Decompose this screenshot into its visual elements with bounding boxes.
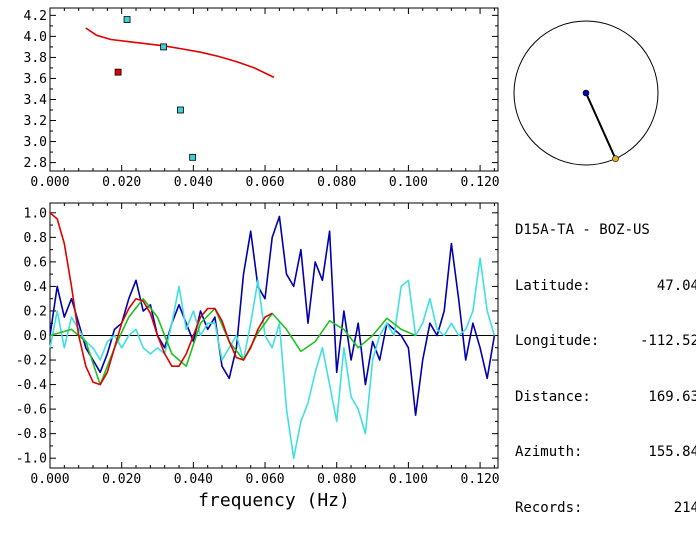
x-tick-label: 0.060 [245, 472, 284, 487]
x-tick-label: 0.100 [389, 175, 428, 190]
y-tick-label: -0.6 [16, 403, 47, 418]
y-tick-label: 0.2 [24, 304, 47, 319]
correlation-panel: 0.000 0.020 0.040 0.060 0.080 0.100 0.120 -1.0 -… [16, 202, 500, 511]
series-line-1 [49, 257, 496, 460]
longitude-label: Longitude: [515, 333, 600, 349]
x-tick-label: 0.120 [461, 472, 500, 487]
y-tick-label: -1.0 [16, 452, 47, 467]
x-tick-label: 0.120 [461, 175, 500, 190]
x-tick-label: 0.080 [317, 175, 356, 190]
map-circle [513, 20, 659, 166]
x-tick-label: 0.080 [317, 472, 356, 487]
y-tick-label: 3.8 [24, 51, 47, 66]
y-tick-label: -0.2 [16, 354, 47, 369]
y-tick-label: 0.0 [24, 329, 47, 344]
figure: 0.000 0.020 0.040 0.060 0.080 0.100 0.120 2.8 3.… [16, 7, 659, 511]
distance-label: Distance: [515, 388, 591, 405]
x-tick-label: 0.100 [389, 472, 428, 487]
station-title: D15A-TA - BOZ-US [515, 222, 650, 238]
data-point [123, 16, 131, 23]
y-tick-label: -0.8 [16, 427, 47, 442]
x-axis-label: frequency (Hz) [198, 490, 350, 511]
x-tick-label: 0.000 [30, 472, 69, 487]
latitude-value: 47.04 [656, 277, 696, 294]
y-tick-label: 3.0 [24, 135, 47, 150]
records-row: Records: 214 [515, 499, 696, 518]
y-tick-label: 0.4 [24, 280, 48, 295]
x-tick-label: 0.060 [245, 175, 284, 190]
remote-station-marker [612, 155, 619, 162]
x-tick-label: 0.000 [30, 175, 69, 190]
y-tick-label: 3.2 [24, 114, 47, 129]
center-station-marker [582, 89, 590, 97]
y-tick-label: 3.6 [24, 72, 47, 87]
y-tick-label: 0.6 [24, 255, 47, 270]
y-tick-label: 4.0 [24, 30, 47, 45]
series-line-2 [49, 297, 416, 386]
y-tick-label: 4.2 [24, 9, 47, 24]
distance-row: Distance: 169.63 [515, 388, 696, 407]
data-point [177, 106, 184, 114]
azimuth-map [513, 20, 659, 166]
x-tick-label: 0.020 [102, 472, 141, 487]
data-point [160, 43, 168, 51]
y-tick-label: 1.0 [24, 206, 47, 221]
records-label: Records: [515, 499, 583, 516]
azimuth-row: Azimuth: 155.84 [515, 443, 696, 462]
azimuth-value: 155.84 [648, 444, 696, 460]
longitude-row: Longitude: -112.52 [515, 332, 696, 351]
azimuth-label: Azimuth: [515, 444, 583, 460]
station-info: D15A-TA - BOZ-US Latitude: 47.04 Longitud… [515, 184, 696, 536]
y-tick-label: 0.8 [24, 231, 47, 246]
latitude-label: Latitude: [515, 277, 591, 294]
distance-value: 169.63 [648, 388, 696, 405]
dispersion-panel: 0.000 0.020 0.040 0.060 0.080 0.100 0.120 2.8 3.… [24, 7, 500, 190]
x-tick-label: 0.040 [174, 175, 213, 190]
x-tick-label: 0.040 [174, 472, 213, 487]
y-tick-label: 2.8 [24, 156, 47, 171]
x-tick-label: 0.020 [102, 175, 141, 190]
series-line-0 [85, 27, 275, 79]
plot-frame [49, 7, 499, 172]
series-line-0 [49, 215, 496, 417]
y-tick-label: 3.4 [24, 93, 48, 108]
series-line-3 [49, 212, 273, 386]
azimuth-line [585, 92, 617, 160]
data-point [189, 153, 197, 161]
records-value: 214 [673, 499, 696, 516]
latitude-row: Latitude: 47.04 [515, 277, 696, 296]
y-tick-label: -0.4 [16, 378, 47, 393]
longitude-value: -112.52 [639, 333, 696, 349]
data-point [114, 68, 122, 76]
